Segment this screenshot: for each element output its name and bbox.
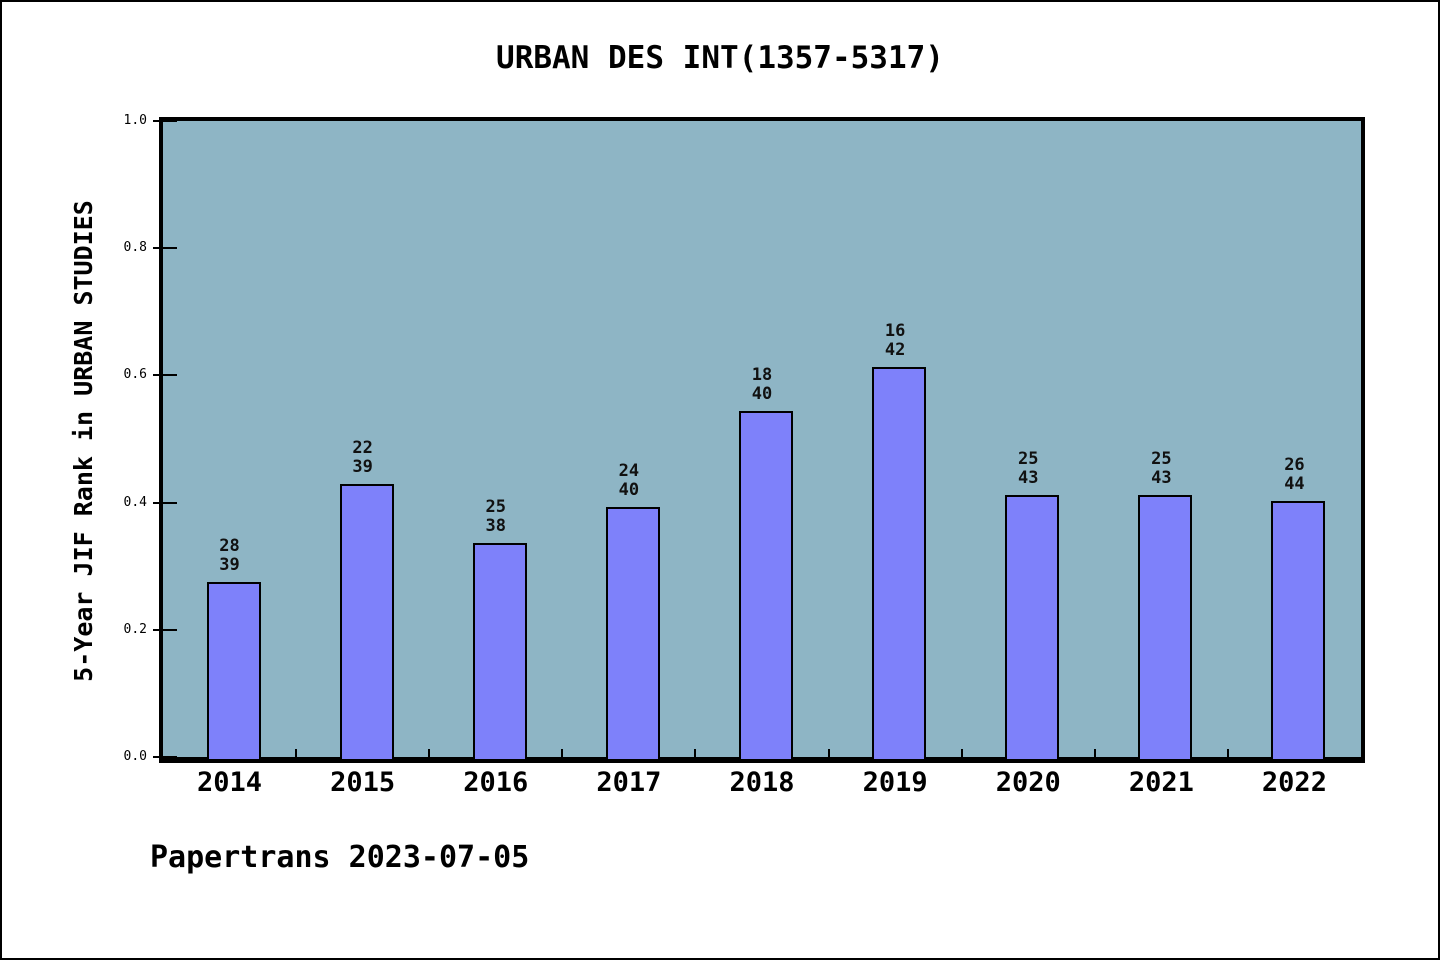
y-axis-label: 5-Year JIF Rank in URBAN STUDIES <box>69 200 98 682</box>
y-tick-mark <box>153 374 177 376</box>
y-tick-mark <box>153 502 177 504</box>
x-minor-tick <box>960 749 963 757</box>
x-minor-tick <box>295 749 298 757</box>
y-tick-label-0.4: 0.4 <box>123 495 147 510</box>
y-tick-label-1.0: 1.0 <box>123 113 147 128</box>
chart-title: URBAN DES INT(1357-5317) <box>496 40 944 76</box>
bar-2019 <box>872 367 927 761</box>
bar-value-label-2018: 18 40 <box>751 365 773 404</box>
bar-value-label-2016: 25 38 <box>485 497 506 536</box>
x-tick-label-2018: 2018 <box>729 767 795 798</box>
bar-value-label-2021: 25 43 <box>1151 449 1172 488</box>
x-minor-tick <box>694 749 697 757</box>
x-tick-label-2022: 2022 <box>1261 767 1327 798</box>
bar-2017 <box>605 507 660 761</box>
footer-watermark: Papertrans 2023-07-05 <box>150 840 530 875</box>
x-tick-label-2020: 2020 <box>995 767 1061 798</box>
y-tick-mark <box>153 120 177 122</box>
y-tick-mark <box>153 247 177 249</box>
x-minor-tick <box>561 749 564 757</box>
bar-2022 <box>1271 501 1326 761</box>
bar-2021 <box>1138 495 1193 761</box>
x-minor-tick <box>1226 749 1229 757</box>
x-tick-label-2015: 2015 <box>330 767 396 798</box>
x-minor-tick <box>827 749 830 757</box>
x-tick-label-2017: 2017 <box>596 767 662 798</box>
bar-value-label-2014: 28 39 <box>219 536 240 575</box>
x-tick-label-2019: 2019 <box>862 767 928 798</box>
bar-value-label-2020: 25 43 <box>1017 449 1039 488</box>
x-tick-label-2016: 2016 <box>463 767 529 798</box>
x-tick-label-2021: 2021 <box>1128 767 1194 798</box>
bar-value-label-2022: 26 44 <box>1284 455 1305 494</box>
bar-2020 <box>1005 495 1060 761</box>
y-tick-label-0.2: 0.2 <box>123 622 147 637</box>
x-minor-tick <box>1093 749 1096 757</box>
y-tick-mark <box>153 629 177 631</box>
y-tick-label-0.0: 0.0 <box>123 749 147 764</box>
bar-2014 <box>206 582 261 761</box>
bar-2018 <box>739 411 793 761</box>
x-minor-tick <box>428 749 431 757</box>
bar-value-label-2019: 16 42 <box>884 321 906 360</box>
plot-area <box>159 117 1365 763</box>
bar-2015 <box>339 484 394 761</box>
bar-value-label-2015: 22 39 <box>352 438 373 477</box>
y-tick-label-0.6: 0.6 <box>123 367 147 382</box>
x-tick-label-2014: 2014 <box>197 767 263 798</box>
y-tick-label-0.8: 0.8 <box>123 240 147 255</box>
bar-2016 <box>472 543 527 761</box>
bar-value-label-2017: 24 40 <box>618 461 640 500</box>
y-tick-mark <box>153 756 177 758</box>
